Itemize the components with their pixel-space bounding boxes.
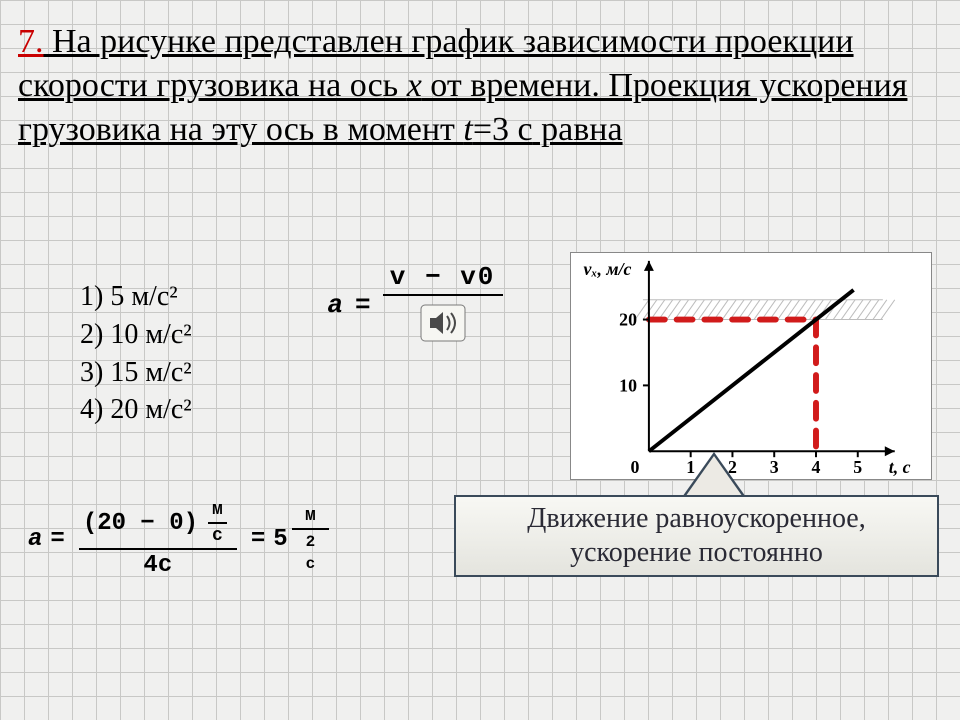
svg-text:vₓ, м/с: vₓ, м/с	[583, 259, 631, 279]
calc-den: 4c	[139, 552, 176, 579]
formula-eq: =	[355, 290, 371, 320]
option-3: 3) 15 м/с²	[80, 354, 192, 392]
q-part3: равна	[533, 111, 623, 148]
callout-pointer	[680, 452, 748, 500]
calc-main-fraction: (20 − 0) м с 4c	[79, 500, 237, 579]
q-teq: =3 с	[473, 111, 533, 148]
callout-box: Движение равноускоренное, ускорение пост…	[454, 495, 939, 577]
svg-text:4: 4	[812, 457, 821, 477]
unit-s: с	[208, 526, 227, 546]
calc-eq1: =	[50, 526, 64, 553]
callout-text: Движение равноускоренное, ускорение пост…	[527, 502, 865, 569]
svg-text:3: 3	[770, 457, 779, 477]
option-2: 2) 10 м/с²	[80, 316, 192, 354]
q-axis: x	[407, 67, 422, 104]
option-4: 4) 20 м/с²	[80, 391, 192, 429]
answer-options: 1) 5 м/с² 2) 10 м/с² 3) 15 м/с² 4) 20 м/…	[80, 278, 192, 429]
unit-exp: 2	[302, 533, 320, 551]
question-text: 7. На рисунке представлен график зависим…	[18, 20, 938, 153]
fraction-bar	[383, 294, 503, 296]
question-number: 7.	[18, 23, 44, 60]
formula-calculation: a = (20 − 0) м с 4c = 5 м 2 с	[28, 500, 335, 579]
unit-s2: с	[302, 555, 320, 573]
speaker-icon[interactable]	[420, 304, 466, 347]
formula-lhs: a	[327, 290, 343, 320]
option-1: 1) 5 м/с²	[80, 278, 192, 316]
unit-m: м	[208, 500, 227, 520]
calc-lhs: a	[28, 526, 42, 553]
velocity-time-chart: 1234510200t, сvₓ, м/с	[570, 252, 932, 480]
unit-m2: м	[301, 506, 320, 526]
svg-text:20: 20	[619, 310, 637, 330]
svg-text:10: 10	[619, 375, 637, 395]
formula-numerator: v − v0	[383, 262, 503, 292]
calc-eq2: =	[251, 526, 265, 553]
svg-text:5: 5	[853, 457, 862, 477]
q-tvar: t	[463, 111, 472, 148]
calc-num-left: (20 − 0)	[83, 510, 198, 537]
svg-text:0: 0	[631, 457, 640, 477]
formula-acceleration-def: a = v − v0	[300, 262, 530, 347]
calc-result-val: 5	[273, 526, 287, 553]
svg-text:t, с: t, с	[889, 457, 911, 477]
calc-result-unit: м 2 с	[292, 506, 330, 573]
